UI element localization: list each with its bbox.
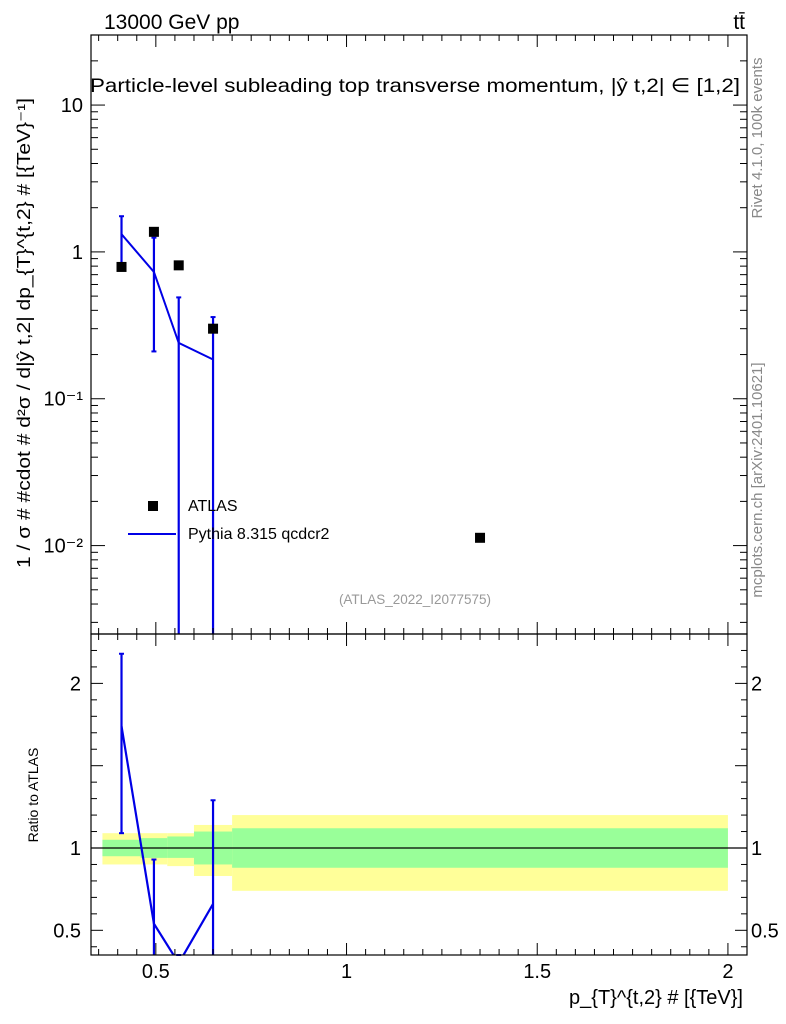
ratio-y-tick-label: 1 (70, 838, 81, 860)
mcplots-label: mcplots.cern.ch [arXiv:2401.10621] (749, 362, 766, 597)
main-panel: 10⁻² 10⁻¹ 1 10 (44, 34, 748, 635)
data-point (475, 532, 486, 543)
legend-atlas-label: ATLAS (188, 498, 238, 515)
x-tick-label: 2 (722, 961, 733, 983)
legend: ATLAS Pythia 8.315 qcdcr2 (128, 498, 330, 543)
legend-atlas-marker (148, 501, 158, 511)
x-tick-label: 1 (341, 961, 352, 983)
main-y-axis-title: 1 / σ # #cdot # d²σ / d|ŷ t,2| dp_{T}^{… (14, 98, 35, 568)
energy-label: 13000 GeV pp (104, 11, 239, 34)
ratio-y-tick-label-right: 1 (751, 838, 762, 860)
ratio-y-tick-label: 2 (70, 673, 81, 695)
ratio-y-tick-label: 0.5 (53, 920, 81, 942)
ratio-band-inner (167, 836, 194, 858)
plot-title: Particle-level subleading top transverse… (90, 75, 740, 97)
main-y-tick-label: 10 (61, 95, 83, 117)
mc-line (120, 233, 214, 361)
ratio-y-tick-label-right: 2 (751, 673, 762, 695)
ratio-mc-line (120, 726, 214, 955)
analysis-id: (ATLAS_2022_I2077575) (339, 592, 491, 607)
legend-pythia-label: Pythia 8.315 qcdcr2 (188, 526, 330, 543)
ratio-panel: 0.5 1 1.5 2 0.5 0.5 1 1 2 2 (53, 633, 779, 983)
ratio-frame (90, 633, 748, 956)
main-y-tick-label: 10⁻¹ (44, 389, 84, 411)
data-point (116, 261, 127, 272)
ratio-y-tick-label-right: 0.5 (751, 920, 779, 942)
x-tick-label: 1.5 (523, 961, 551, 983)
rivet-label: Rivet 4.1.0, 100k events (749, 58, 766, 219)
data-point (148, 226, 159, 237)
x-tick-label: 0.5 (142, 961, 170, 983)
ratio-y-axis-title: Ratio to ATLAS (25, 748, 41, 843)
data-point (208, 323, 219, 334)
process-label: tt̄ (733, 11, 745, 34)
main-y-tick-label: 1 (72, 242, 83, 264)
x-axis-title: p_{T}^{t,2} # [{TeV}] (569, 987, 743, 1009)
data-point (173, 260, 184, 271)
main-y-tick-label: 10⁻² (44, 536, 84, 558)
